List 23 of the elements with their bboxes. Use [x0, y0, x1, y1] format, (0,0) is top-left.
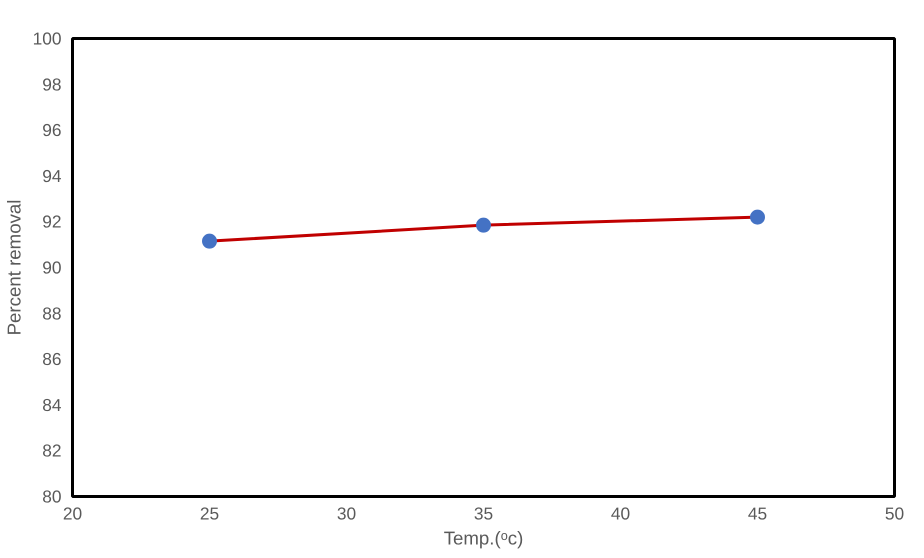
point — [202, 234, 217, 249]
y-tick-label: 90 — [42, 258, 62, 278]
x-tick-label: 30 — [336, 504, 356, 524]
x-tick-label: 20 — [62, 504, 82, 524]
x-tick-label: 50 — [884, 504, 904, 524]
point — [476, 218, 491, 233]
point — [750, 210, 765, 225]
x-tick-label: 40 — [610, 504, 630, 524]
x-tick-label: 45 — [748, 504, 768, 524]
y-tick-label: 84 — [42, 394, 62, 415]
y-tick-label: 94 — [42, 166, 62, 186]
y-tick-label: 80 — [42, 486, 62, 506]
y-tick-label: 96 — [42, 120, 62, 140]
x-tick-label: 35 — [474, 504, 494, 524]
x-axis-title: Temp.(ᵒc) — [444, 528, 524, 548]
x-tick-label: 25 — [200, 504, 220, 524]
y-tick-label: 88 — [42, 303, 62, 324]
y-tick-label: 92 — [42, 212, 62, 232]
y-axis-title: Percent removal — [4, 200, 25, 336]
y-tick-label: 82 — [42, 440, 62, 461]
y-tick-label: 98 — [42, 74, 62, 94]
y-tick-label: 100 — [32, 28, 62, 48]
y-tick-label: 86 — [42, 349, 62, 370]
